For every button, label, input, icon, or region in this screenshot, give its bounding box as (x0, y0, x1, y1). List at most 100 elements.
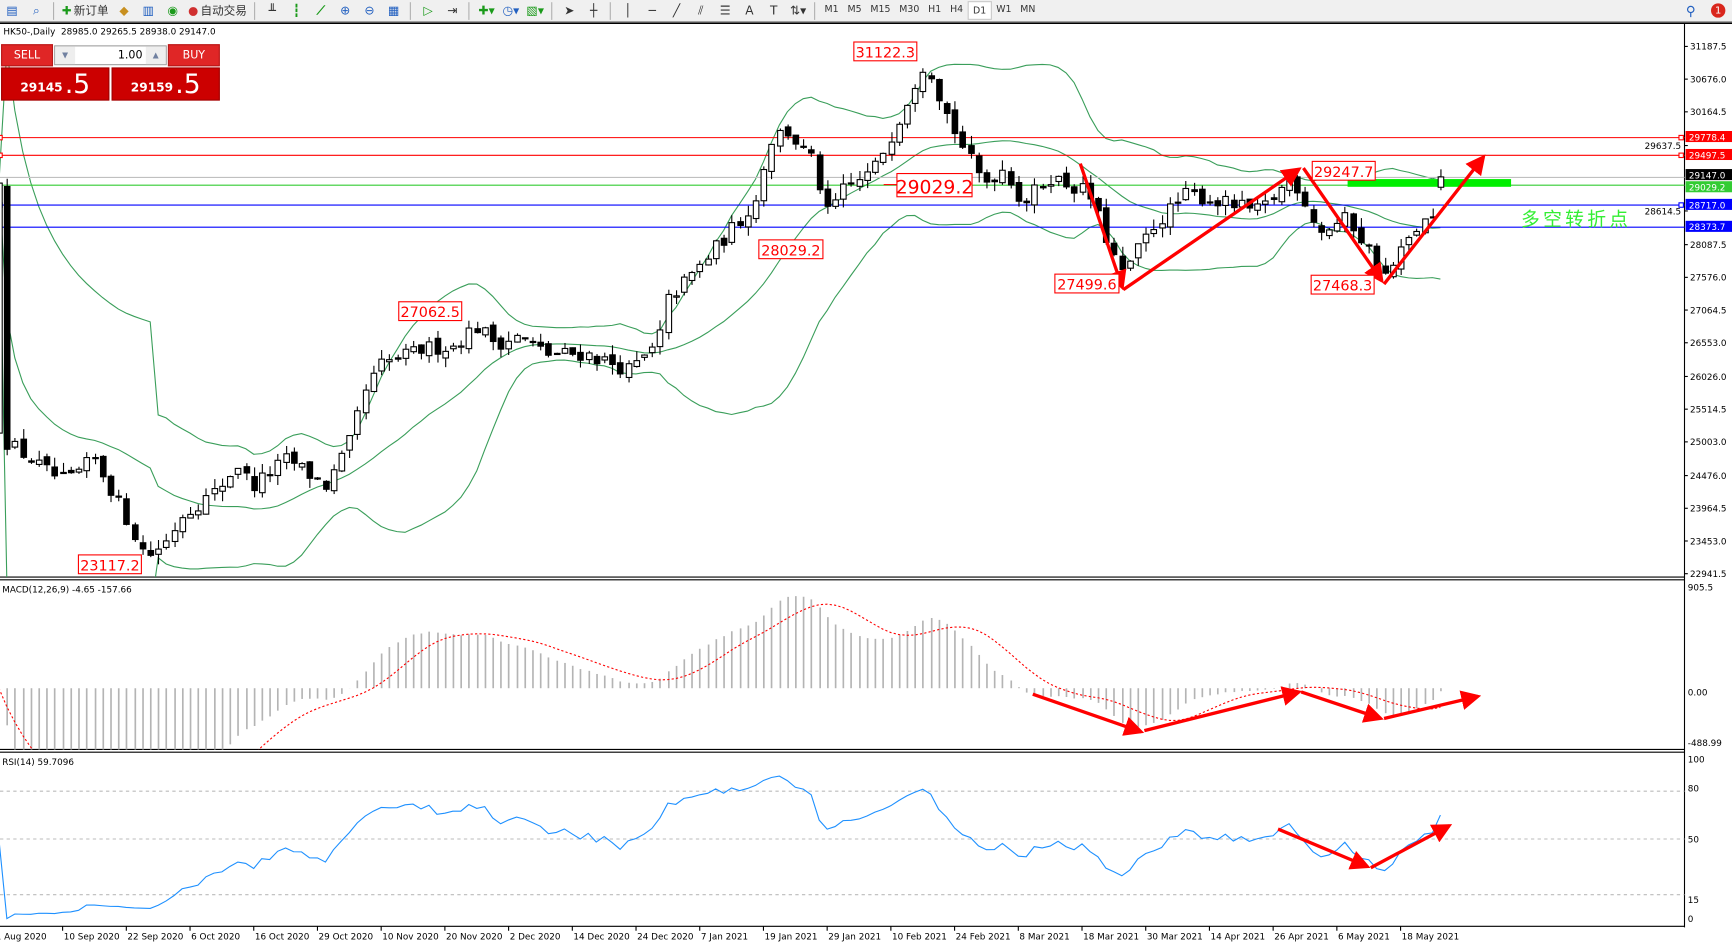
cursor-icon[interactable]: ➤ (564, 3, 575, 18)
fibonacci-icon[interactable]: ☰ (719, 3, 731, 18)
autoscroll-icon[interactable]: ▷ (423, 3, 433, 18)
timeframe-m30[interactable]: M30 (899, 3, 920, 15)
candlestick (1134, 243, 1142, 266)
timeframe-m5[interactable]: M5 (847, 3, 862, 15)
candle-body (1007, 171, 1015, 186)
zoom-chart-icon[interactable]: ⌕ (33, 2, 40, 18)
candle-body (847, 182, 855, 185)
candlestick-icon[interactable]: ┇ (292, 3, 301, 18)
new-chart-icon[interactable]: ▤ (6, 3, 18, 18)
candlestick (474, 321, 482, 334)
main-chart-pane: 31122.3 29029.2 28029.2 27062.5 23117.2 27499… (0, 41, 1685, 578)
candlestick (1254, 198, 1261, 216)
candle-body (1047, 184, 1055, 187)
lot-size-value[interactable]: 1.00 (117, 49, 143, 62)
signal-icon[interactable]: ◉ (167, 3, 178, 18)
candlestick (1278, 184, 1286, 205)
price-axis-label: 29637.5 (1645, 142, 1682, 152)
candle-body (1333, 222, 1341, 232)
candle-body (354, 410, 361, 435)
candlestick (1261, 193, 1269, 214)
candle-body (1214, 200, 1222, 207)
macd-axis-label: 0.00 (1688, 688, 1708, 698)
candle-body (760, 168, 768, 202)
lot-size-input[interactable]: ▼ 1.00 ▲ (54, 45, 167, 66)
timeframe-h1[interactable]: H1 (928, 3, 942, 15)
date-axis-label: 16 Oct 2020 (255, 933, 310, 943)
candlestick (92, 453, 99, 465)
sell-button[interactable]: SELL (1, 44, 54, 67)
rsi-arrow-up (1370, 824, 1453, 870)
price-annotation-label: 27499.6 (1057, 278, 1116, 294)
zoom-in-icon[interactable]: ⊕ (340, 3, 351, 18)
candlestick (816, 151, 824, 194)
templates-icon[interactable]: ▧▾ (526, 3, 544, 18)
price-annotation-label: 29029.2 (896, 177, 974, 198)
candle-body (1206, 201, 1214, 204)
price-line-handle (1678, 134, 1684, 141)
one-click-trading-panel: SELL ▼ 1.00 ▲ BUY 29145 .5 29159 .5 (1, 44, 220, 101)
crosshair-icon[interactable]: ┼ (590, 3, 598, 18)
sell-price-button[interactable]: 29145 .5 (1, 67, 110, 101)
periods-icon[interactable]: ◷▾ (502, 3, 520, 18)
candlestick (688, 270, 696, 285)
horizontal-line-icon[interactable]: ─ (648, 3, 656, 18)
candlestick (1110, 237, 1118, 257)
candle-body (616, 362, 624, 375)
candlestick (561, 342, 569, 355)
timeframe-m1[interactable]: M1 (824, 3, 839, 15)
new-order-button[interactable]: ✚ 新订单 (62, 2, 109, 20)
price-axis-label: 23964.5 (1690, 505, 1727, 515)
buy-price-button[interactable]: 29159 .5 (111, 67, 220, 101)
timeframe-w1[interactable]: W1 (996, 3, 1012, 15)
candlestick (856, 170, 864, 192)
lot-increase-icon[interactable]: ▲ (145, 46, 166, 65)
trendline-icon[interactable]: ╱ (672, 3, 681, 18)
arrows-icon[interactable]: ⇅▾ (789, 3, 807, 18)
bar-chart-icon[interactable]: ╨ (268, 3, 276, 18)
auto-trading-label: 自动交易 (200, 4, 247, 18)
lot-decrease-icon[interactable]: ▼ (55, 46, 76, 65)
candle-body (442, 350, 450, 359)
zoom-out-icon[interactable]: ⊖ (364, 3, 375, 18)
candlestick (482, 326, 489, 338)
chart-shift-icon[interactable]: ⇥ (447, 3, 458, 18)
tile-windows-icon[interactable]: ▦ (388, 3, 400, 18)
text-icon[interactable]: A (745, 3, 754, 18)
price-line-tag-label: 29497.5 (1689, 151, 1726, 161)
candle-body (1286, 179, 1293, 191)
candlestick (752, 194, 760, 223)
indicators-icon[interactable]: ✚▾ (478, 3, 495, 18)
line-chart-icon[interactable]: ⟋ (316, 2, 326, 18)
pivot-point-label: 多空转折点 (1521, 208, 1631, 230)
vertical-line-icon[interactable]: │ (624, 3, 632, 18)
candle-body (450, 345, 457, 350)
macd-arrow-down (1300, 690, 1384, 723)
candle-body (840, 183, 847, 200)
timeframe-d1[interactable]: D1 (967, 1, 992, 20)
candle-body (808, 149, 815, 154)
candle-body (115, 495, 123, 498)
history-icon[interactable]: ◆ (119, 3, 129, 18)
candlestick (1191, 182, 1198, 196)
timeframe-m15[interactable]: M15 (870, 3, 891, 15)
candlestick (1007, 167, 1015, 189)
timeframe-mn[interactable]: MN (1020, 3, 1036, 15)
text-label-icon[interactable]: T (770, 3, 778, 18)
price-line-tag (1685, 131, 1732, 143)
notification-icon[interactable]: 1 (1711, 3, 1726, 18)
price-line-handle (0, 134, 3, 141)
search-icon[interactable]: ⚲ (1685, 2, 1696, 19)
candlestick (298, 462, 306, 471)
candle-body (489, 324, 497, 343)
candle-body (1142, 233, 1150, 244)
candle-body (705, 258, 712, 266)
auto-trading-button[interactable]: ● 自动交易 (188, 2, 247, 20)
equidistant-channel-icon[interactable]: ⫽ (698, 2, 704, 18)
buy-button[interactable]: BUY (167, 44, 220, 67)
symbol-info: HK50-,Daily 28985.0 29265.5 28938.0 2914… (3, 26, 216, 37)
candle-body (505, 340, 512, 350)
timeframe-h4[interactable]: H4 (950, 3, 964, 15)
navigator-icon[interactable]: ▥ (142, 3, 155, 18)
